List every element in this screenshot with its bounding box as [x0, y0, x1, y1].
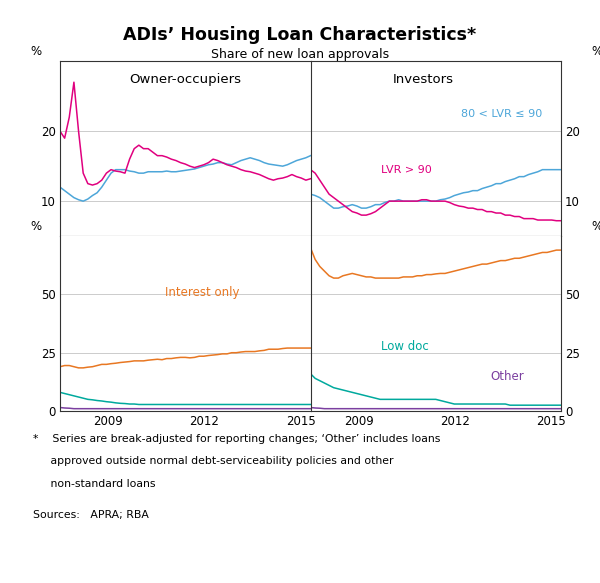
- Text: %: %: [591, 220, 600, 233]
- Text: Owner-occupiers: Owner-occupiers: [129, 73, 241, 86]
- Text: ADIs’ Housing Loan Characteristics*: ADIs’ Housing Loan Characteristics*: [124, 26, 476, 44]
- Text: approved outside normal debt-serviceability policies and other: approved outside normal debt-serviceabil…: [33, 456, 394, 466]
- Text: %: %: [30, 220, 41, 233]
- Text: %: %: [591, 45, 600, 58]
- Text: Interest only: Interest only: [165, 286, 240, 298]
- Text: %: %: [30, 45, 41, 58]
- Text: LVR > 90: LVR > 90: [380, 164, 431, 175]
- Text: Investors: Investors: [393, 73, 454, 86]
- Text: Share of new loan approvals: Share of new loan approvals: [211, 48, 389, 61]
- Text: *    Series are break-adjusted for reporting changes; ‘Other’ includes loans: * Series are break-adjusted for reportin…: [33, 434, 440, 444]
- Text: Other: Other: [491, 370, 524, 382]
- Text: 80 < LVR ≤ 90: 80 < LVR ≤ 90: [461, 108, 542, 119]
- Text: Low doc: Low doc: [380, 340, 428, 353]
- Text: non-standard loans: non-standard loans: [33, 479, 155, 489]
- Text: Sources:   APRA; RBA: Sources: APRA; RBA: [33, 510, 149, 520]
